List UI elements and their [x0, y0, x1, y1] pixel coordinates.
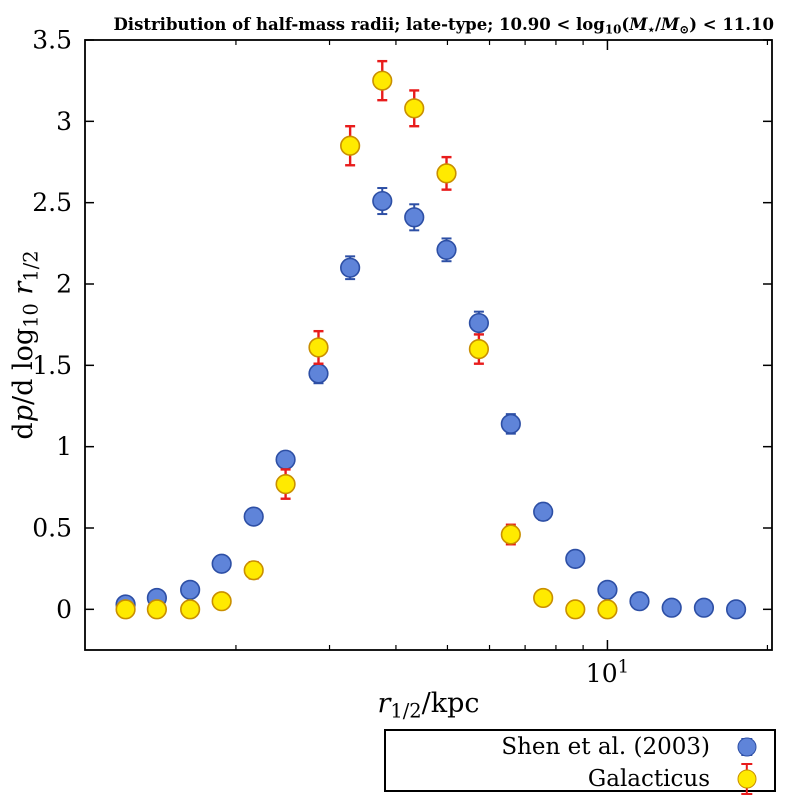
data-point-galacticus	[533, 587, 554, 609]
data-point-shen	[275, 449, 296, 470]
data-point-shen	[725, 599, 747, 620]
data-point-galacticus	[468, 338, 489, 360]
data-point-shen	[243, 506, 264, 527]
data-point-shen	[500, 413, 521, 434]
data-point-shen	[629, 591, 650, 612]
distribution-chart: 0 0.5 1 1.5 2 2.5 3 3.5 101 Distribution of half-…	[8, 15, 775, 722]
data-point-galacticus	[115, 599, 136, 620]
chart-figure: 0 0.5 1 1.5 2 2.5 3 3.5 101 Distribution of half-…	[0, 0, 800, 735]
data-point-galacticus	[308, 337, 329, 358]
data-point-galacticus	[597, 599, 618, 620]
data-point-shen	[661, 597, 682, 618]
legend-entry-shen: Shen et al. (2003)	[386, 731, 774, 763]
y-tick-label: 1	[56, 432, 72, 461]
y-tick-label: 2.5	[32, 188, 72, 217]
y-tick-label: 2	[56, 270, 72, 299]
y-tick-label: 1.5	[32, 351, 72, 380]
legend-label: Shen et al. (2003)	[501, 733, 710, 760]
y-tick-label: 3.5	[32, 26, 72, 55]
data-point-shen	[597, 579, 618, 600]
y-axis-label: dp/d log10 r1/2	[8, 250, 42, 439]
data-point-galacticus	[146, 599, 167, 620]
series-galacticus	[115, 59, 618, 620]
data-point-shen	[211, 553, 232, 574]
x-tick-label: 101	[586, 657, 629, 689]
data-point-galacticus	[340, 135, 361, 156]
data-point-galacticus	[372, 70, 393, 91]
legend-label: Galacticus	[587, 765, 710, 792]
data-point-shen	[180, 579, 201, 600]
y-tick-label: 3	[56, 107, 72, 136]
chart-title: Distribution of half-mass radii; late-ty…	[114, 15, 775, 36]
y-tick-label: 0.5	[32, 514, 72, 543]
legend: Shen et al. (2003) Galacticus	[384, 729, 776, 795]
data-point-shen	[468, 312, 489, 334]
x-axis-label: r1/2/kpc	[377, 688, 479, 722]
circle-marker-icon	[737, 769, 757, 789]
plot-border	[84, 39, 773, 651]
data-point-shen	[404, 207, 425, 228]
data-point-galacticus	[275, 473, 296, 495]
data-point-shen	[436, 239, 457, 260]
series-shen	[115, 187, 747, 620]
data-point-shen	[693, 597, 715, 618]
data-point-shen	[533, 501, 554, 522]
y-tick-label: 0	[56, 595, 72, 624]
legend-entry-galacticus: Galacticus	[386, 763, 774, 795]
legend-marker-shen	[736, 731, 758, 763]
data-point-shen	[565, 548, 586, 570]
data-point-shen	[372, 190, 393, 212]
data-point-galacticus	[243, 560, 264, 581]
data-point-galacticus	[180, 599, 201, 620]
data-point-galacticus	[500, 524, 521, 545]
data-point-galacticus	[436, 163, 457, 184]
data-point-galacticus	[404, 98, 425, 119]
data-point-shen	[340, 257, 361, 278]
data-point-galacticus	[565, 599, 586, 620]
legend-marker-galacticus	[736, 763, 758, 795]
circle-marker-icon	[737, 737, 757, 757]
data-point-shen	[308, 363, 329, 384]
data-point-galacticus	[211, 591, 232, 612]
